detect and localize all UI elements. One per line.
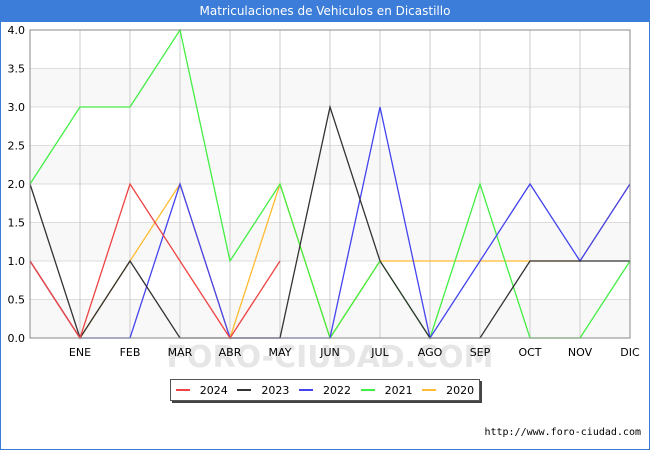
watermark: FORO-CIUDAD.COM: [167, 340, 494, 375]
legend-label: 2020: [446, 383, 475, 397]
legend-label: 2024: [199, 383, 228, 397]
x-tick-label: AGO: [418, 346, 443, 359]
y-tick-label: 1.5: [8, 217, 26, 230]
legend-swatch: [237, 389, 252, 391]
legend-label: 2023: [261, 383, 290, 397]
legend-swatch: [175, 389, 190, 391]
legend-swatch: [360, 389, 375, 391]
series-line-2023: [29, 104, 630, 340]
x-tick-label: SEP: [470, 346, 491, 359]
y-tick-label: 3.5: [8, 63, 26, 76]
source-url: http://www.foro-ciudad.com: [484, 427, 641, 438]
x-tick-label: ENE: [69, 346, 91, 359]
legend-swatch: [422, 389, 437, 391]
y-tick-label: 0.0: [8, 332, 26, 345]
x-tick-label: MAY: [269, 346, 292, 359]
x-tick-label: DIC: [620, 346, 640, 359]
x-tick-label: MAR: [168, 346, 193, 359]
y-tick-label: 1.0: [8, 255, 26, 268]
legend-item-2023: 2023: [237, 384, 289, 397]
x-axis-tick-labels: ENE FEB MAR ABR MAY JUN JUL AGO SEP OCT NOV DIC: [69, 346, 640, 359]
legend: 2024 2023 2022 2021 2020: [170, 379, 480, 401]
y-tick-label: 0.5: [8, 294, 26, 307]
series-line-2024: [29, 182, 281, 340]
legend-label: 2021: [384, 383, 413, 397]
y-tick-label: 2.0: [8, 178, 26, 191]
y-axis-tick-labels: 0.0 0.5 1.0 1.5 2.0 2.5 3.0 3.5 4.0: [8, 24, 26, 345]
legend-swatch: [298, 389, 313, 391]
x-tick-label: JUL: [370, 346, 389, 359]
legend-label: 2022: [322, 383, 351, 397]
legend-item-2022: 2022: [298, 383, 351, 397]
legend-item-2021: 2021: [360, 383, 413, 397]
y-tick-label: 2.5: [8, 140, 26, 153]
y-tick-label: 4.0: [8, 24, 26, 37]
plot-area-border: [29, 29, 631, 339]
x-tick-label: JUN: [319, 346, 340, 359]
y-tick-label: 3.0: [8, 101, 26, 114]
legend-item-2024: 2024: [175, 383, 228, 397]
chart-title: Matriculaciones de Vehiculos en Dicastil…: [0, 0, 650, 22]
x-tick-label: FEB: [120, 346, 141, 359]
legend-item-2020: 2020: [422, 384, 474, 397]
x-tick-label: OCT: [518, 346, 541, 359]
x-tick-label: ABR: [219, 346, 242, 359]
x-tick-label: NOV: [568, 346, 593, 359]
